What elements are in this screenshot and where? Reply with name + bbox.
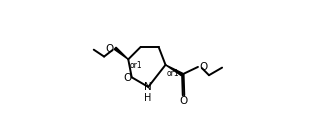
Text: or1: or1 — [129, 61, 142, 70]
Text: O: O — [199, 62, 208, 72]
Text: H: H — [144, 93, 151, 103]
Text: O: O — [105, 44, 113, 54]
Text: O: O — [179, 96, 187, 106]
Polygon shape — [165, 65, 183, 76]
Text: O: O — [124, 73, 132, 83]
Text: N: N — [144, 82, 152, 92]
Text: or1: or1 — [167, 69, 179, 78]
Polygon shape — [114, 47, 128, 59]
